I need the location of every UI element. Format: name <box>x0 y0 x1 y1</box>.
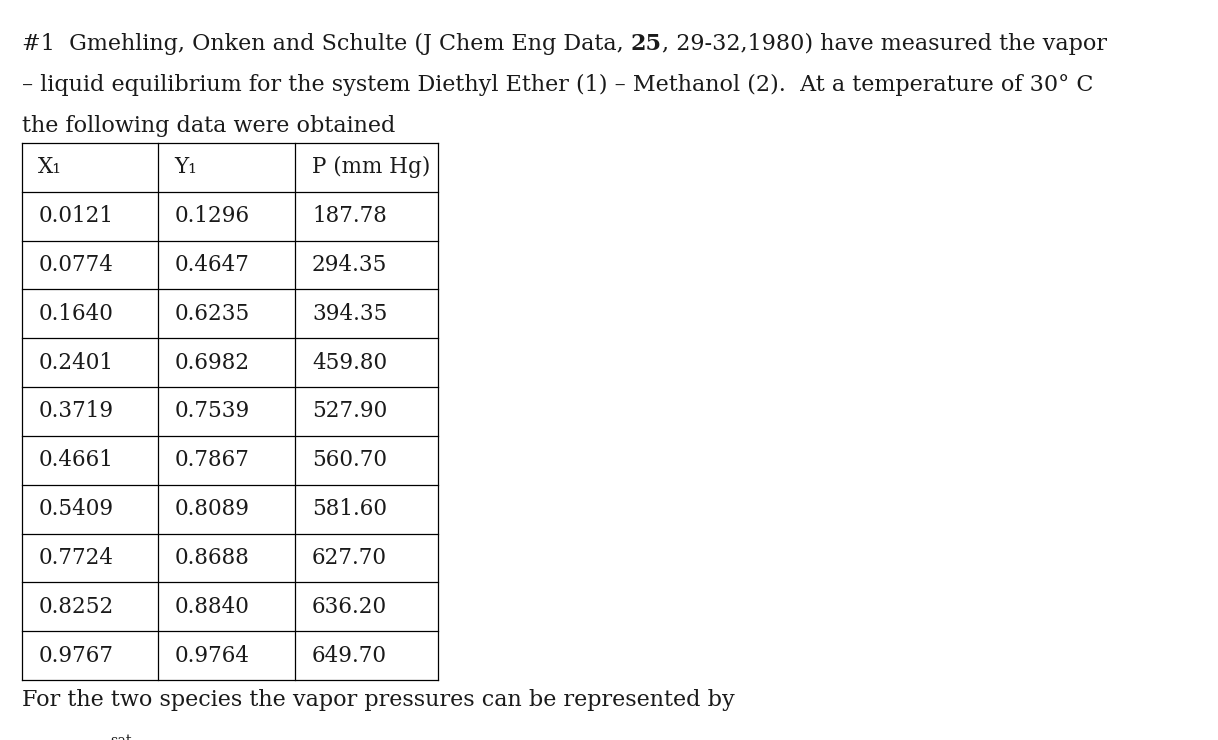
Text: 459.80: 459.80 <box>312 352 387 374</box>
Text: 0.4647: 0.4647 <box>174 254 250 276</box>
Text: 0.8688: 0.8688 <box>174 547 250 569</box>
Text: 560.70: 560.70 <box>312 449 387 471</box>
Text: 627.70: 627.70 <box>312 547 387 569</box>
Text: 0.7539: 0.7539 <box>174 400 250 423</box>
Text: 0.6982: 0.6982 <box>174 352 250 374</box>
Text: 0.1640: 0.1640 <box>38 303 113 325</box>
Text: 294.35: 294.35 <box>312 254 387 276</box>
Text: 0.4661: 0.4661 <box>38 449 113 471</box>
Text: 0.2401: 0.2401 <box>38 352 113 374</box>
Text: 0.0121: 0.0121 <box>38 205 113 227</box>
Text: 0.8089: 0.8089 <box>174 498 250 520</box>
Text: X₁: X₁ <box>38 156 62 178</box>
Text: 0.7724: 0.7724 <box>38 547 113 569</box>
Text: , 29-32,1980) have measured the vapor: , 29-32,1980) have measured the vapor <box>661 33 1107 56</box>
Text: 0.0774: 0.0774 <box>38 254 113 276</box>
Text: 0.7867: 0.7867 <box>174 449 250 471</box>
Text: 0.6235: 0.6235 <box>174 303 250 325</box>
Text: 649.70: 649.70 <box>312 645 387 667</box>
Text: 0.9767: 0.9767 <box>38 645 113 667</box>
Text: 0.5409: 0.5409 <box>38 498 113 520</box>
Text: 394.35: 394.35 <box>312 303 387 325</box>
Text: – liquid equilibrium for the system Diethyl Ether (1) – Methanol (2).  At a temp: – liquid equilibrium for the system Diet… <box>22 74 1094 96</box>
Text: 0.9764: 0.9764 <box>174 645 250 667</box>
Text: 0.8840: 0.8840 <box>174 596 250 618</box>
Text: sat: sat <box>110 733 132 740</box>
Text: P (mm Hg): P (mm Hg) <box>312 156 430 178</box>
Text: #1  Gmehling, Onken and Schulte (J Chem Eng Data,: #1 Gmehling, Onken and Schulte (J Chem E… <box>22 33 631 56</box>
Text: 187.78: 187.78 <box>312 205 387 227</box>
Text: For the two species the vapor pressures can be represented by: For the two species the vapor pressures … <box>22 689 734 711</box>
Text: 0.3719: 0.3719 <box>38 400 113 423</box>
Text: 581.60: 581.60 <box>312 498 387 520</box>
Text: Y₁: Y₁ <box>174 156 197 178</box>
Text: 0.1296: 0.1296 <box>174 205 250 227</box>
Text: 0.8252: 0.8252 <box>38 596 113 618</box>
Text: 636.20: 636.20 <box>312 596 387 618</box>
Text: 25: 25 <box>631 33 661 56</box>
Text: the following data were obtained: the following data were obtained <box>22 115 396 137</box>
Text: 527.90: 527.90 <box>312 400 387 423</box>
